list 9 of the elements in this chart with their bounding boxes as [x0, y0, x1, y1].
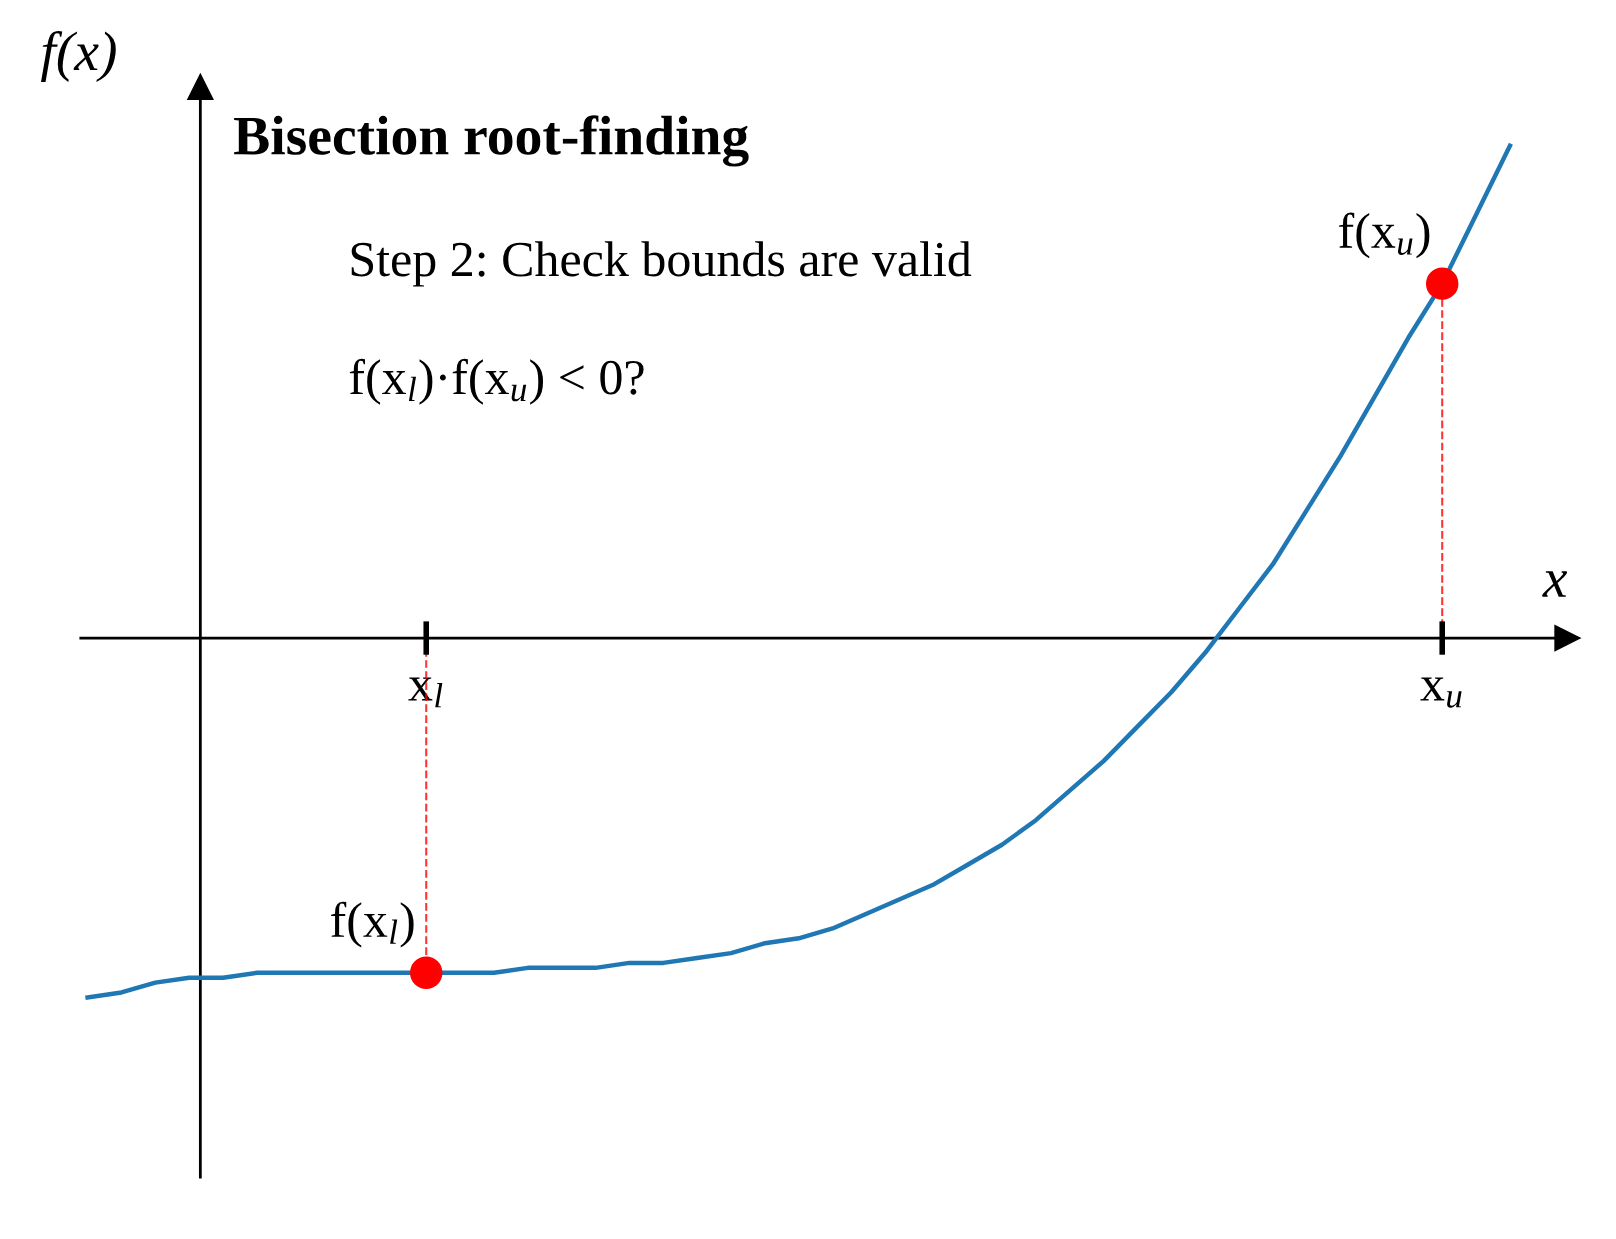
y-axis-title: f(x)	[41, 30, 116, 82]
x-axis-title: x	[1542, 571, 1568, 597]
annotation: Step 2: Check bounds are valid	[351, 241, 972, 287]
annotation: f(x$_{l}$)·f(x$_{u}$) < 0?	[349, 358, 644, 405]
x-tick-label: x$_{l}$	[408, 677, 443, 708]
annotation: f(x$_{l}$)	[331, 901, 414, 948]
annotation: f(x$_{u}$)	[1339, 212, 1430, 259]
chart-title: Bisection root-finding	[234, 115, 749, 167]
x-tick-label: x$_{u}$	[1420, 677, 1462, 708]
